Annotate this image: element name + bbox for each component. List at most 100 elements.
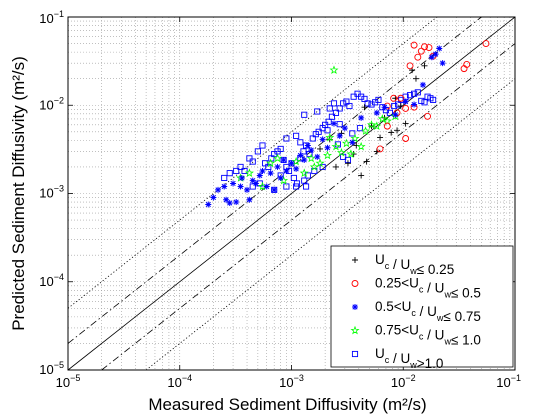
data-point-circle: [414, 53, 422, 61]
data-point-square: [330, 100, 338, 107]
data-point-asterisk: [283, 167, 290, 174]
data-point-star: [299, 168, 309, 178]
data-point-square: [259, 142, 266, 149]
legend-label: 0.75<Uc / Uw≤ 1.0: [375, 323, 481, 348]
data-point-square: [375, 96, 382, 103]
y-tick-label: 10−2: [39, 95, 64, 112]
data-point-asterisk: [256, 172, 263, 179]
data-point-asterisk: [439, 60, 446, 67]
data-point-square: [361, 95, 368, 102]
y-tick-label: 10−1: [39, 9, 64, 26]
data-point-star: [346, 149, 356, 158]
data-point-asterisk: [402, 98, 409, 105]
x-axis-label: Measured Sediment Diffusivity (m²/s): [148, 395, 426, 414]
data-point-star: [361, 126, 371, 135]
x-tick-label: 10−4: [167, 373, 192, 390]
data-point-square: [325, 118, 332, 125]
data-point-square: [262, 160, 269, 167]
data-point-star: [244, 168, 254, 178]
data-point-star: [356, 141, 366, 151]
data-point-square: [332, 109, 340, 116]
data-point-asterisk: [215, 186, 222, 193]
data-point-plus: [358, 172, 365, 179]
data-point-asterisk: [411, 101, 418, 108]
data-point-asterisk: [358, 114, 365, 121]
data-point-asterisk: [428, 54, 435, 61]
data-point-star: [273, 153, 283, 163]
data-point-circle: [376, 145, 384, 153]
data-point-square: [414, 89, 421, 96]
data-point-square: [300, 148, 307, 155]
data-point-square: [246, 155, 253, 162]
data-point-circle: [402, 135, 410, 142]
data-point-square: [406, 92, 414, 99]
data-point-square: [237, 163, 244, 170]
data-point-circle: [406, 62, 414, 70]
reference-line-dotted: [67, 16, 438, 309]
legend-marker-plus: [352, 257, 358, 263]
data-point-star: [341, 138, 351, 148]
data-point-square: [265, 163, 272, 170]
data-point-circle: [402, 104, 410, 112]
data-point-asterisk: [324, 144, 331, 151]
x-tick-label: 10−2: [391, 373, 416, 390]
data-point-asterisk: [237, 183, 244, 190]
data-point-star: [336, 147, 346, 157]
data-point-asterisk: [221, 183, 228, 190]
data-point-circle: [410, 41, 418, 49]
data-point-plus: [402, 120, 409, 127]
y-tick-label: 10−5: [39, 360, 64, 377]
data-point-asterisk: [233, 199, 240, 206]
data-point-star: [372, 121, 382, 130]
data-point-asterisk: [304, 142, 311, 149]
x-tick-label: 10−1: [496, 373, 521, 390]
data-point-square: [221, 174, 228, 182]
data-point-square: [301, 111, 308, 118]
data-point-asterisk: [319, 136, 326, 143]
data-point-square: [249, 158, 256, 165]
legend-label: 0.25<Uc / Uw≤ 0.5: [375, 276, 481, 301]
data-point-square: [293, 132, 300, 139]
data-point-asterisk: [259, 167, 266, 174]
data-point-square: [391, 102, 398, 110]
x-tick-label: 10−5: [56, 373, 81, 390]
legend-label: Uc / Uw≤ 0.25: [375, 252, 454, 277]
data-point-circle: [421, 43, 428, 51]
data-point-circle: [397, 94, 405, 102]
data-point-square: [324, 127, 331, 134]
data-point-star: [291, 156, 301, 166]
data-point-square: [226, 170, 233, 177]
data-point-star: [350, 133, 360, 143]
data-point-asterisk: [252, 180, 259, 187]
y-tick-label: 10−3: [39, 184, 64, 201]
reference-line-solid: [67, 16, 516, 371]
data-point-asterisk: [308, 147, 315, 154]
data-point-star: [322, 150, 333, 160]
data-point-asterisk: [314, 153, 321, 160]
data-point-square: [319, 163, 326, 170]
data-point-asterisk: [381, 104, 388, 111]
data-point-circle: [425, 44, 433, 52]
data-point-plus: [421, 62, 428, 69]
data-point-asterisk: [263, 183, 270, 190]
legend-label: 0.5<Uc / Uw≤ 0.75: [375, 299, 481, 324]
legend-marker-star: [350, 325, 360, 335]
data-point-square: [315, 128, 322, 135]
data-point-asterisk: [205, 201, 212, 208]
data-point-asterisk: [267, 170, 274, 177]
data-point-square: [411, 90, 418, 97]
reference-line-dashdot: [101, 43, 516, 371]
data-point-plus: [412, 75, 419, 82]
legend-box: [330, 245, 514, 368]
data-point-square: [326, 105, 333, 112]
data-point-asterisk: [246, 196, 253, 203]
data-point-square: [346, 102, 353, 110]
data-point-asterisk: [210, 194, 217, 201]
data-point-asterisk: [432, 51, 439, 58]
data-points: [205, 40, 490, 208]
y-axis-label: Predicted Sediment Diffusivity (m²/s): [9, 56, 28, 331]
data-point-plus: [397, 103, 404, 110]
legend-marker-circle: [351, 280, 359, 287]
data-point-asterisk: [297, 152, 304, 159]
data-point-square: [356, 125, 364, 132]
